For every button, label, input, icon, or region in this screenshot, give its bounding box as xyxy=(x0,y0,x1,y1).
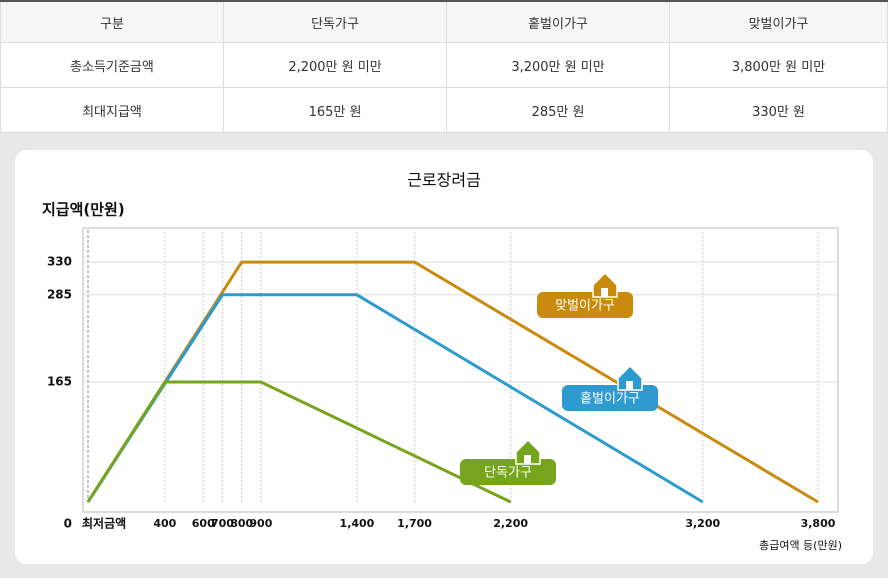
y-tick-label: 285 xyxy=(47,287,72,301)
table-row: 구분 단독가구 홑벌이가구 맞벌이가구 xyxy=(0,0,888,43)
label-badge xyxy=(562,385,658,411)
x-tick-label: 800 xyxy=(230,517,253,530)
table-cell: 단독가구 xyxy=(223,0,447,43)
table-cell: 165만 원 xyxy=(223,87,447,133)
table-cell: 3,800만 원 미만 xyxy=(669,42,888,88)
y-tick-label: 330 xyxy=(47,255,72,269)
table: 구분 단독가구 홑벌이가구 맞벌이가구 총소득기준금액 2,200만 원 미만 3,200만… xyxy=(0,0,888,133)
x-tick-label: 3,200 xyxy=(685,517,720,530)
x-tick-label: 400 xyxy=(153,517,176,530)
series-label: 홑벌이가구 xyxy=(562,364,658,411)
house-icon xyxy=(515,438,541,465)
legend-label: 홑벌이가구 xyxy=(580,392,640,407)
table-cell: 285만 원 xyxy=(446,87,670,133)
house-door xyxy=(524,455,531,464)
x-axis-label: 총급여액 등(만원) xyxy=(759,539,842,552)
series-label: 단독가구 xyxy=(460,438,556,485)
x-tick-label: 1,700 xyxy=(397,517,432,530)
series-label: 맞벌이가구 xyxy=(537,271,633,318)
table-row: 최대지급액 165만 원 285만 원 330만 원 xyxy=(0,87,888,133)
series-line xyxy=(86,380,512,504)
table-cell: 홑벌이가구 xyxy=(446,0,670,43)
label-badge xyxy=(460,459,556,485)
x-tick-label: 1,400 xyxy=(340,517,375,530)
chart-title: 근로장려금 xyxy=(407,171,481,190)
legend-label: 맞벌이가구 xyxy=(555,299,615,314)
x-tick-label: 900 xyxy=(249,517,272,530)
table-cell: 330만 원 xyxy=(669,87,888,133)
y-tick-label: 165 xyxy=(47,375,72,389)
table-cell: 총소득기준금액 xyxy=(0,42,224,88)
table-cell: 맞벌이가구 xyxy=(669,0,888,43)
house-door xyxy=(601,288,608,297)
table-cell: 구분 xyxy=(0,0,224,43)
y-tick-label: 0 xyxy=(64,517,72,531)
label-badge xyxy=(537,292,633,318)
house-icon xyxy=(617,364,643,391)
x-tick-label: 3,800 xyxy=(801,517,836,530)
house-icon xyxy=(592,271,618,298)
y-axis-label: 지급액(만원) xyxy=(42,201,125,219)
annotation: 최저금액 xyxy=(82,516,126,531)
table-cell: 최대지급액 xyxy=(0,87,224,133)
table-cell: 2,200만 원 미만 xyxy=(223,42,447,88)
legend-label: 단독가구 xyxy=(484,466,532,481)
x-tick-label: 700 xyxy=(211,517,234,530)
house-door xyxy=(626,381,633,390)
table-row: 총소득기준금액 2,200만 원 미만 3,200만 원 미만 3,800만 원 미만 xyxy=(0,42,888,88)
x-tick-label: 2,200 xyxy=(493,517,528,530)
x-tick-label: 600 xyxy=(192,517,215,530)
